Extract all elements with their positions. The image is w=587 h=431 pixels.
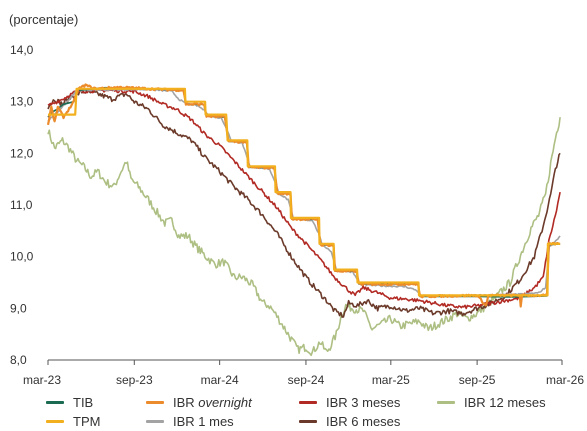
- y-tick-label: 11,0: [10, 198, 33, 212]
- y-axis-label: (porcentaje): [9, 12, 78, 27]
- legend-label-ibr-overnight: IBR: [173, 395, 199, 410]
- y-tick-label: 12,0: [10, 146, 34, 160]
- x-tick-label: sep-23: [116, 373, 153, 387]
- y-tick-label: 9,0: [10, 301, 27, 315]
- legend-item-ibr-12-meses: IBR 12 meses: [437, 395, 577, 410]
- series-line-ibr-3-meses: [47, 88, 561, 310]
- x-tick-label: sep-24: [288, 373, 325, 387]
- legend-swatch-ibr-1-mes: [146, 420, 164, 423]
- legend-label-ibr-12-meses: IBR 12 meses: [464, 395, 546, 410]
- legend-row: TPM IBR 1 mes IBR 6 meses: [46, 412, 586, 431]
- legend-row: TIB IBR overnight IBR 3 meses IBR 12 mes…: [46, 393, 586, 412]
- series-line-ibr-12-meses: [47, 117, 561, 357]
- legend-item-tpm: TPM: [46, 414, 146, 429]
- legend-swatch-tpm: [46, 420, 64, 423]
- y-tick-label: 13,0: [10, 95, 34, 109]
- legend-label-ibr-3-meses: IBR 3 meses: [326, 395, 401, 410]
- x-tick-label: mar-23: [23, 373, 61, 387]
- legend-swatch-ibr-12-meses: [437, 401, 455, 404]
- legend-swatch-tib: [46, 401, 64, 404]
- legend-label-tib: TIB: [73, 395, 94, 410]
- legend-item-ibr-6-meses: IBR 6 meses: [299, 414, 437, 429]
- x-tick-label: sep-25: [459, 373, 496, 387]
- legend-swatch-ibr-overnight: [146, 401, 164, 404]
- series-line-tpm: [48, 87, 561, 297]
- x-tick-label: mar-26: [546, 373, 584, 387]
- line-chart: (porcentaje) 8,0 9,0 10,0 11,0 12,0 13,0 14,0 m…: [9, 12, 584, 387]
- series-line-ibr-1-mes: [47, 87, 561, 298]
- y-tick-label: 14,0: [10, 43, 34, 57]
- series-layer: [46, 83, 561, 357]
- legend: TIB IBR overnight IBR 3 meses IBR 12 mes…: [46, 393, 586, 431]
- legend-item-tib: TIB: [46, 395, 146, 410]
- y-tick-label: 8,0: [10, 353, 27, 367]
- series-line-ibr-overnight: [46, 83, 561, 308]
- y-tick-label: 10,0: [10, 250, 34, 264]
- x-tick-label: mar-25: [372, 373, 410, 387]
- legend-item-ibr-overnight: IBR overnight: [146, 395, 299, 410]
- legend-item-ibr-1-mes: IBR 1 mes: [146, 414, 299, 429]
- legend-label-overnight-italic: overnight: [198, 395, 252, 410]
- legend-label-ibr-6-meses: IBR 6 meses: [326, 414, 401, 429]
- legend-swatch-ibr-6-meses: [299, 420, 317, 423]
- axes: 8,0 9,0 10,0 11,0 12,0 13,0 14,0 mar-23 sep-23 ma…: [10, 43, 584, 387]
- legend-swatch-ibr-3-meses: [299, 401, 317, 404]
- legend-item-ibr-3-meses: IBR 3 meses: [299, 395, 437, 410]
- legend-label-tpm: TPM: [73, 414, 101, 429]
- series-line-tib: [47, 86, 561, 298]
- legend-label-ibr-1-mes: IBR 1 mes: [173, 414, 234, 429]
- series-line-ibr-6-meses: [47, 89, 561, 318]
- x-tick-label: mar-24: [201, 373, 239, 387]
